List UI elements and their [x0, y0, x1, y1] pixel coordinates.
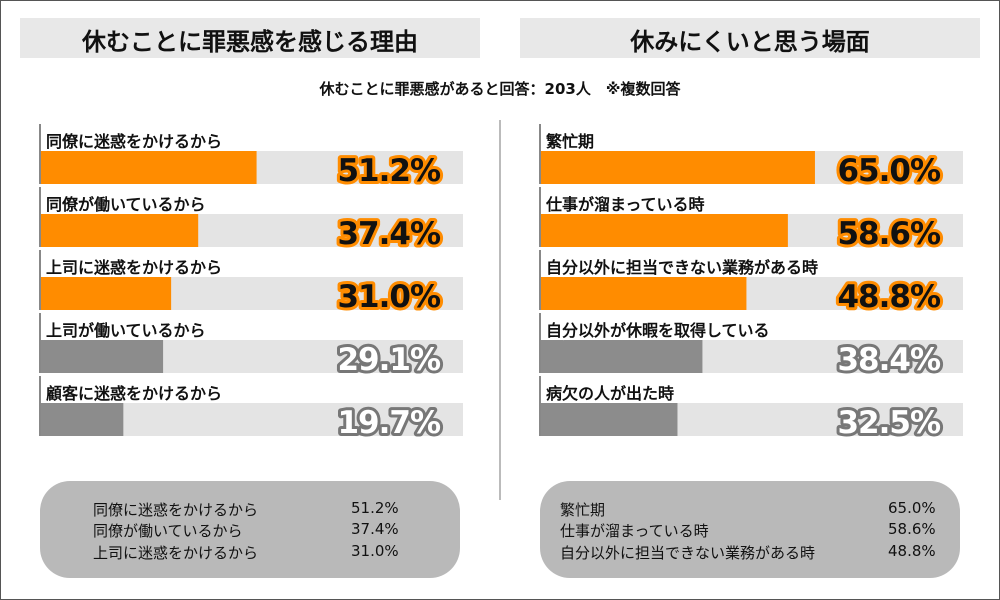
left-row-marker-2: [39, 187, 41, 247]
right-summary-value-3: 48.8%: [888, 542, 936, 560]
right-summary-value-1: 65.0%: [888, 499, 936, 517]
left-bar-1: [40, 151, 257, 184]
left-bar-chart: 同僚に迷惑をかけるから 51.2% 同僚が働いているから 37.4% 上司に迷惑をかける…: [39, 124, 463, 444]
left-summary-value-1: 51.2%: [351, 499, 399, 517]
right-summary-label-1: 繁忙期: [560, 501, 606, 519]
right-bar-2: [540, 214, 788, 247]
left-summary-label-1: 同僚に迷惑をかけるから: [93, 501, 259, 519]
right-row-marker-1: [539, 124, 541, 184]
right-value-label-5: 32.5%: [837, 405, 940, 441]
right-bar-1: [540, 151, 815, 184]
right-panel-title: 休みにくいと思う場面: [630, 28, 870, 56]
left-summary-box: 同僚に迷惑をかけるから 51.2% 同僚が働いているから 37.4% 上司に迷惑…: [40, 481, 460, 578]
left-bar-2: [40, 214, 199, 247]
left-value-label-1: 51.2%: [337, 153, 440, 189]
left-row-marker-4: [39, 313, 41, 373]
left-bar-3: [40, 277, 172, 310]
left-bar-4: [40, 340, 164, 373]
right-category-label-4: 自分以外が休暇を取得している: [546, 321, 770, 340]
right-value-label-2: 58.6%: [837, 216, 940, 252]
left-row-marker-3: [39, 250, 41, 310]
right-value-label-1: 65.0%: [837, 153, 940, 189]
left-value-label-2: 37.4%: [337, 216, 440, 252]
right-category-label-3: 自分以外に担当できない業務がある時: [546, 258, 818, 277]
right-bar-4: [540, 340, 703, 373]
left-summary-value-2: 37.4%: [351, 520, 399, 538]
left-panel-title-bar: 休むことに罪悪感を感じる理由: [20, 18, 480, 58]
right-summary-value-2: 58.6%: [888, 520, 936, 538]
left-row-marker-5: [39, 376, 41, 436]
right-bar-chart: 繁忙期 65.0% 仕事が溜まっている時 58.6% 自分以外に担当できない業務がある時…: [539, 124, 963, 444]
right-bar-5: [540, 403, 678, 436]
right-panel-title-bar: 休みにくいと思う場面: [520, 18, 980, 58]
right-summary-box: 繁忙期 65.0% 仕事が溜まっている時 58.6% 自分以外に担当できない業務…: [540, 481, 960, 578]
left-category-label-4: 上司が働いているから: [46, 321, 206, 340]
left-category-label-1: 同僚に迷惑をかけるから: [46, 132, 222, 151]
left-summary-value-3: 31.0%: [351, 542, 399, 560]
left-value-label-4: 29.1%: [337, 342, 440, 378]
left-bar-5: [40, 403, 124, 436]
left-value-label-5: 19.7%: [337, 405, 440, 441]
right-row-marker-3: [539, 250, 541, 310]
left-category-label-3: 上司に迷惑をかけるから: [46, 258, 222, 277]
right-category-label-5: 病欠の人が出た時: [546, 384, 674, 403]
left-category-label-2: 同僚が働いているから: [46, 195, 206, 214]
right-summary-label-2: 仕事が溜まっている時: [560, 522, 709, 540]
right-summary-label-3: 自分以外に担当できない業務がある時: [560, 544, 816, 562]
right-bar-3: [540, 277, 747, 310]
right-category-label-2: 仕事が溜まっている時: [545, 195, 705, 214]
left-value-label-3: 31.0%: [337, 279, 440, 315]
respondents-note: 休むことに罪悪感があると回答：203人 ※複数回答: [319, 80, 681, 98]
right-row-marker-2: [539, 187, 541, 247]
left-row-marker-1: [39, 124, 41, 184]
right-row-marker-4: [539, 313, 541, 373]
left-category-label-5: 顧客に迷惑をかけるから: [46, 384, 222, 403]
left-summary-label-3: 上司に迷惑をかけるから: [93, 544, 259, 562]
left-panel-title: 休むことに罪悪感を感じる理由: [82, 28, 418, 56]
left-summary-label-2: 同僚が働いているから: [93, 522, 243, 540]
right-value-label-3: 48.8%: [837, 279, 940, 315]
panel-divider: [499, 120, 501, 500]
right-row-marker-5: [539, 376, 541, 436]
right-category-label-1: 繁忙期: [545, 132, 594, 151]
right-value-label-4: 38.4%: [837, 342, 940, 378]
